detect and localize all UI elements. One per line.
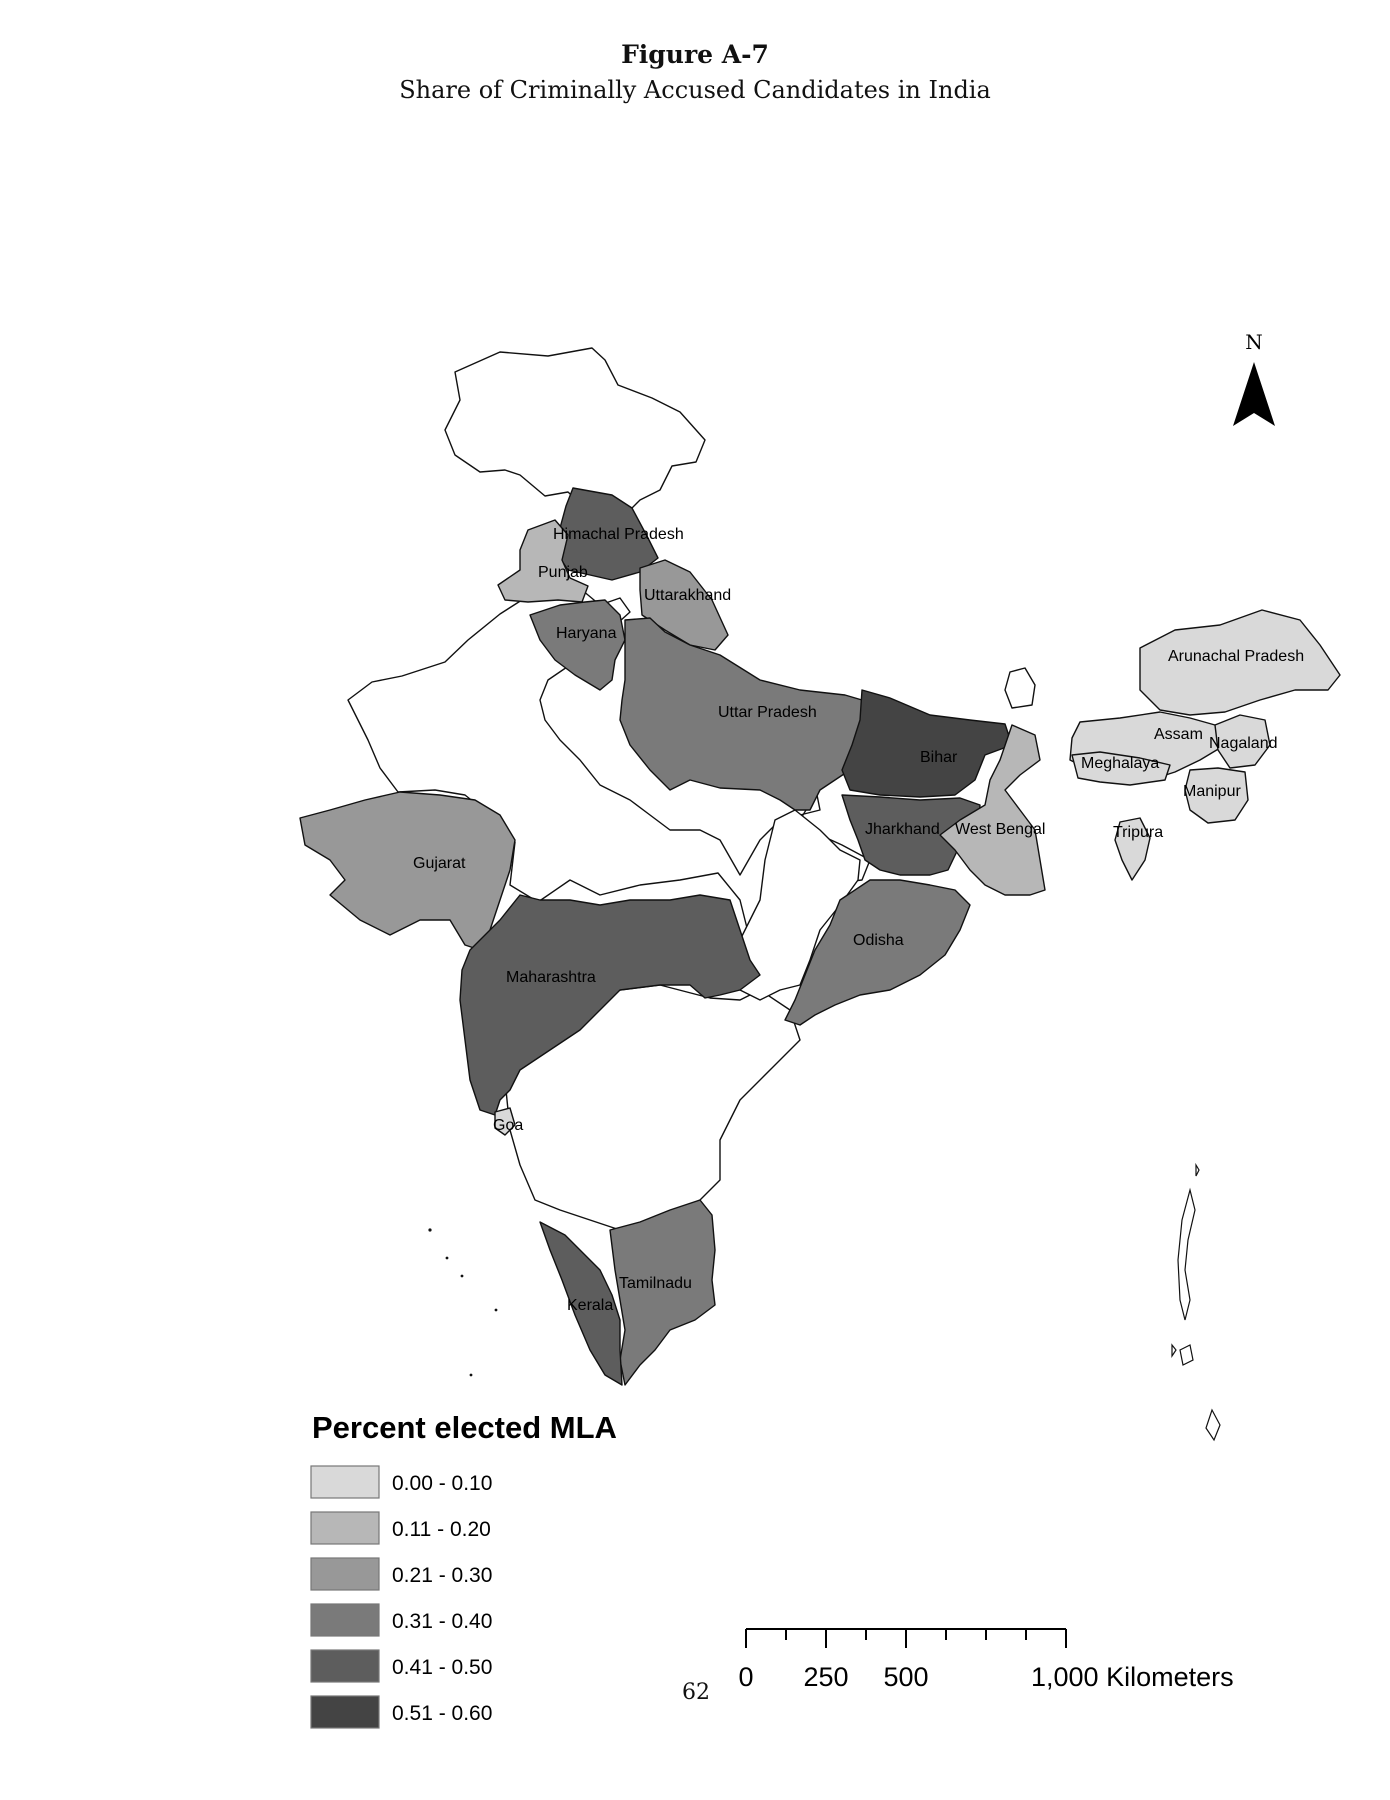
label-punjab: Punjab — [538, 564, 588, 581]
legend-item: 0.31 - 0.40 — [310, 1603, 492, 1637]
state-gujarat[interactable] — [299, 791, 516, 951]
label-manipur: Manipur — [1183, 783, 1241, 800]
label-tripura: Tripura — [1113, 824, 1163, 841]
state-uttar-pradesh[interactable] — [619, 617, 871, 811]
scale-tick-250: 250 — [803, 1662, 848, 1692]
label-uttar-pradesh: Uttar Pradesh — [718, 704, 817, 721]
figure-label: Figure A-7 — [621, 40, 769, 69]
state-odisha[interactable] — [784, 879, 971, 1026]
legend-item: 0.21 - 0.30 — [310, 1557, 492, 1591]
country-base — [347, 347, 1036, 1246]
chhattisgarh-region — [729, 809, 861, 1001]
state-tamilnadu[interactable] — [609, 1199, 716, 1386]
rajasthan-central-region — [347, 574, 871, 961]
scale-tick-500: 500 — [883, 1662, 928, 1692]
state-jharkhand[interactable] — [841, 794, 981, 876]
legend-item: 0.41 - 0.50 — [310, 1649, 492, 1683]
north-label: N — [1245, 330, 1263, 354]
state-bihar[interactable] — [841, 689, 1013, 798]
legend-item: 0.51 - 0.60 — [310, 1695, 492, 1729]
state-nagaland[interactable] — [1214, 714, 1271, 769]
scale-tick-0: 0 — [738, 1662, 753, 1692]
label-nagaland: Nagaland — [1209, 735, 1278, 752]
legend-range: 0.41 - 0.50 — [392, 1656, 492, 1679]
legend-swatch — [310, 1649, 380, 1683]
legend-swatch — [310, 1557, 380, 1591]
state-goa[interactable] — [494, 1107, 516, 1136]
state-maharashtra[interactable] — [459, 894, 761, 1116]
label-arunachal-pradesh: Arunachal Pradesh — [1168, 648, 1304, 665]
label-kerala: Kerala — [567, 1297, 613, 1314]
label-tamilnadu: Tamilnadu — [619, 1275, 692, 1292]
label-gujarat: Gujarat — [413, 855, 466, 872]
state-punjab[interactable] — [497, 519, 589, 603]
state-meghalaya[interactable] — [1071, 751, 1171, 786]
states-layer — [299, 487, 1341, 1386]
legend-range: 0.00 - 0.10 — [392, 1472, 492, 1495]
label-himachal-pradesh: Himachal Pradesh — [553, 526, 684, 543]
label-goa: Goa — [493, 1117, 523, 1134]
legend-swatch — [310, 1695, 380, 1729]
andaman-islands — [1171, 1162, 1221, 1442]
figure-title: Share of Criminally Accused Candidates i… — [399, 76, 991, 104]
label-west-bengal: West Bengal — [955, 821, 1045, 838]
sikkim-region — [1004, 667, 1036, 709]
state-kerala[interactable] — [539, 1221, 623, 1386]
label-assam: Assam — [1154, 726, 1203, 743]
legend-swatch — [310, 1603, 380, 1637]
state-haryana[interactable] — [529, 599, 626, 691]
label-odisha: Odisha — [853, 932, 904, 949]
north-arrow: N — [1233, 330, 1275, 426]
label-meghalaya: Meghalaya — [1081, 755, 1159, 772]
label-uttarakhand: Uttarakhand — [644, 587, 731, 604]
label-jharkhand: Jharkhand — [865, 821, 940, 838]
lakshadweep-islands — [428, 1228, 498, 1377]
legend-swatch — [310, 1511, 380, 1545]
legend-item: 0.11 - 0.20 — [310, 1511, 491, 1545]
legend-range: 0.51 - 0.60 — [392, 1702, 492, 1725]
north-arrow-icon — [1233, 362, 1275, 426]
label-haryana: Haryana — [556, 625, 617, 642]
legend-item: 0.00 - 0.10 — [310, 1465, 492, 1499]
label-bihar: Bihar — [920, 749, 958, 766]
legend-range: 0.21 - 0.30 — [392, 1564, 492, 1587]
legend-range: 0.31 - 0.40 — [392, 1610, 492, 1633]
state-arunachal-pradesh[interactable] — [1139, 609, 1341, 716]
south-central-region — [499, 984, 801, 1246]
state-west-bengal[interactable] — [939, 724, 1046, 896]
legend-range: 0.11 - 0.20 — [392, 1518, 491, 1541]
scale-bar: 0 250 500 1,000 Kilometers — [738, 1628, 1234, 1692]
legend-title: Percent elected MLA — [312, 1410, 617, 1445]
state-uttarakhand[interactable] — [639, 559, 729, 651]
legend: Percent elected MLA 0.00 - 0.10 0.11 - 0… — [310, 1410, 617, 1729]
scale-tick-1000: 1,000 Kilometers — [1031, 1662, 1234, 1692]
page-number: 62 — [682, 1680, 710, 1705]
state-labels: Himachal Pradesh Punjab Uttarakhand Hary… — [413, 526, 1304, 1314]
legend-swatch — [310, 1465, 380, 1499]
jammu-kashmir-region — [444, 347, 706, 521]
state-tripura[interactable] — [1114, 817, 1151, 881]
label-maharashtra: Maharashtra — [506, 969, 596, 986]
state-manipur[interactable] — [1184, 767, 1249, 824]
